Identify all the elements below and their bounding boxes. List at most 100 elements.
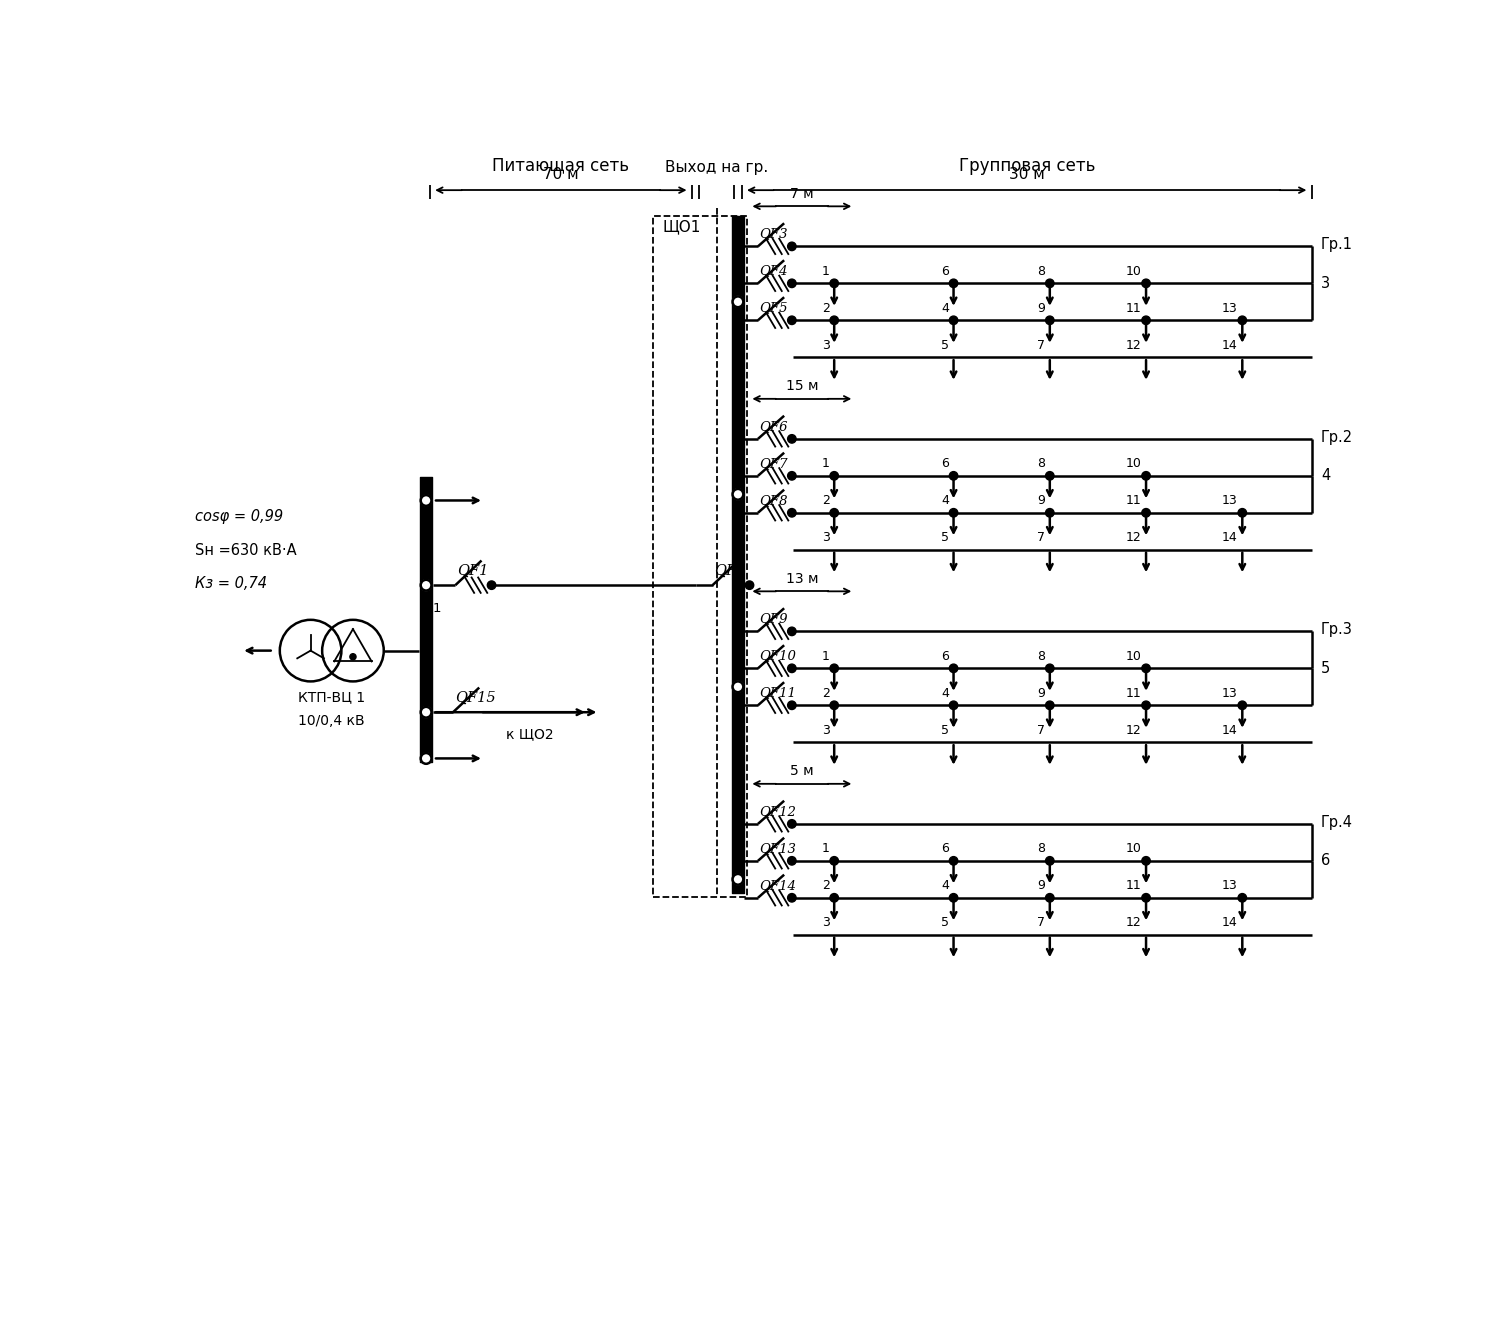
Circle shape [1142,279,1150,288]
Circle shape [950,894,958,902]
Text: 4: 4 [940,879,950,892]
Circle shape [950,701,958,709]
Circle shape [1238,316,1246,324]
Circle shape [420,753,432,764]
Text: Питающая сеть: Питающая сеть [492,157,630,175]
Text: 11: 11 [1125,687,1142,700]
Circle shape [788,434,796,444]
Text: 6: 6 [940,266,950,278]
Text: 4: 4 [940,301,950,315]
Text: 5: 5 [940,339,950,352]
Circle shape [420,580,432,591]
Circle shape [1142,471,1150,479]
Text: 8: 8 [1036,266,1046,278]
Circle shape [1142,316,1150,324]
Text: 11: 11 [1125,879,1142,892]
Text: 5: 5 [940,531,950,544]
Circle shape [732,296,744,307]
Circle shape [788,509,796,517]
Circle shape [830,664,839,672]
Text: QF6: QF6 [759,420,788,433]
Text: QF8: QF8 [759,494,788,506]
Text: 2: 2 [734,602,742,615]
Text: 70 м: 70 м [543,167,579,182]
Circle shape [1142,509,1150,517]
Text: 13: 13 [1222,494,1238,507]
Text: 4: 4 [940,494,950,507]
Text: QF12: QF12 [759,805,796,818]
Text: 11: 11 [1125,301,1142,315]
Text: 2: 2 [822,687,830,700]
Circle shape [788,627,796,636]
Text: 2: 2 [822,494,830,507]
Circle shape [788,316,796,324]
Text: 12: 12 [1125,531,1142,544]
Circle shape [788,471,796,479]
Circle shape [950,471,958,479]
Text: 2: 2 [822,879,830,892]
Circle shape [350,653,355,660]
Text: Гр.3: Гр.3 [1322,623,1353,637]
Text: QF10: QF10 [759,649,796,663]
Circle shape [950,664,958,672]
Text: 5 м: 5 м [790,765,813,778]
Circle shape [830,279,839,288]
Text: 7: 7 [1036,724,1046,737]
Circle shape [830,471,839,479]
Text: QF9: QF9 [759,612,788,625]
Text: 6: 6 [1322,854,1330,869]
Text: 6: 6 [940,842,950,855]
Text: 14: 14 [1222,916,1238,930]
Circle shape [732,681,744,692]
Text: QF1: QF1 [458,563,489,578]
Circle shape [950,279,958,288]
Text: 6: 6 [940,649,950,663]
Circle shape [420,706,432,717]
Text: 3: 3 [1322,276,1330,291]
Text: 9: 9 [1038,301,1046,315]
Circle shape [1046,701,1054,709]
Text: QF13: QF13 [759,842,796,855]
Text: 4: 4 [940,687,950,700]
Text: 5: 5 [940,724,950,737]
Text: Выход на гр.: Выход на гр. [664,159,768,175]
Text: 10: 10 [1125,266,1142,278]
Circle shape [950,857,958,865]
Circle shape [1142,701,1150,709]
Circle shape [1046,471,1054,479]
Circle shape [830,701,839,709]
Text: 1: 1 [822,457,830,470]
Text: 3: 3 [822,531,830,544]
Circle shape [1046,857,1054,865]
Text: 3: 3 [822,339,830,352]
Circle shape [1238,894,1246,902]
Text: 9: 9 [1038,687,1046,700]
Text: 13: 13 [1222,879,1238,892]
Text: 10: 10 [1125,842,1142,855]
Text: 13: 13 [1222,301,1238,315]
Text: 10: 10 [1125,457,1142,470]
Circle shape [1046,316,1054,324]
Text: 13: 13 [1222,687,1238,700]
Circle shape [830,316,839,324]
Text: 1: 1 [822,266,830,278]
Circle shape [1046,279,1054,288]
Circle shape [788,894,796,902]
Circle shape [1142,664,1150,672]
Circle shape [1238,701,1246,709]
Circle shape [746,580,753,590]
Text: Групповая сеть: Групповая сеть [958,157,1095,175]
Circle shape [1046,509,1054,517]
Circle shape [788,279,796,288]
Text: QF15: QF15 [456,691,497,705]
Text: QF14: QF14 [759,879,796,891]
Circle shape [1238,509,1246,517]
Circle shape [788,701,796,709]
Circle shape [1142,857,1150,865]
Text: ЩО1: ЩО1 [663,219,700,235]
Text: QF2: QF2 [714,563,746,578]
Text: 30 м: 30 м [1010,167,1044,182]
Text: 10: 10 [1125,649,1142,663]
Text: 1: 1 [432,602,441,615]
Circle shape [788,819,796,829]
